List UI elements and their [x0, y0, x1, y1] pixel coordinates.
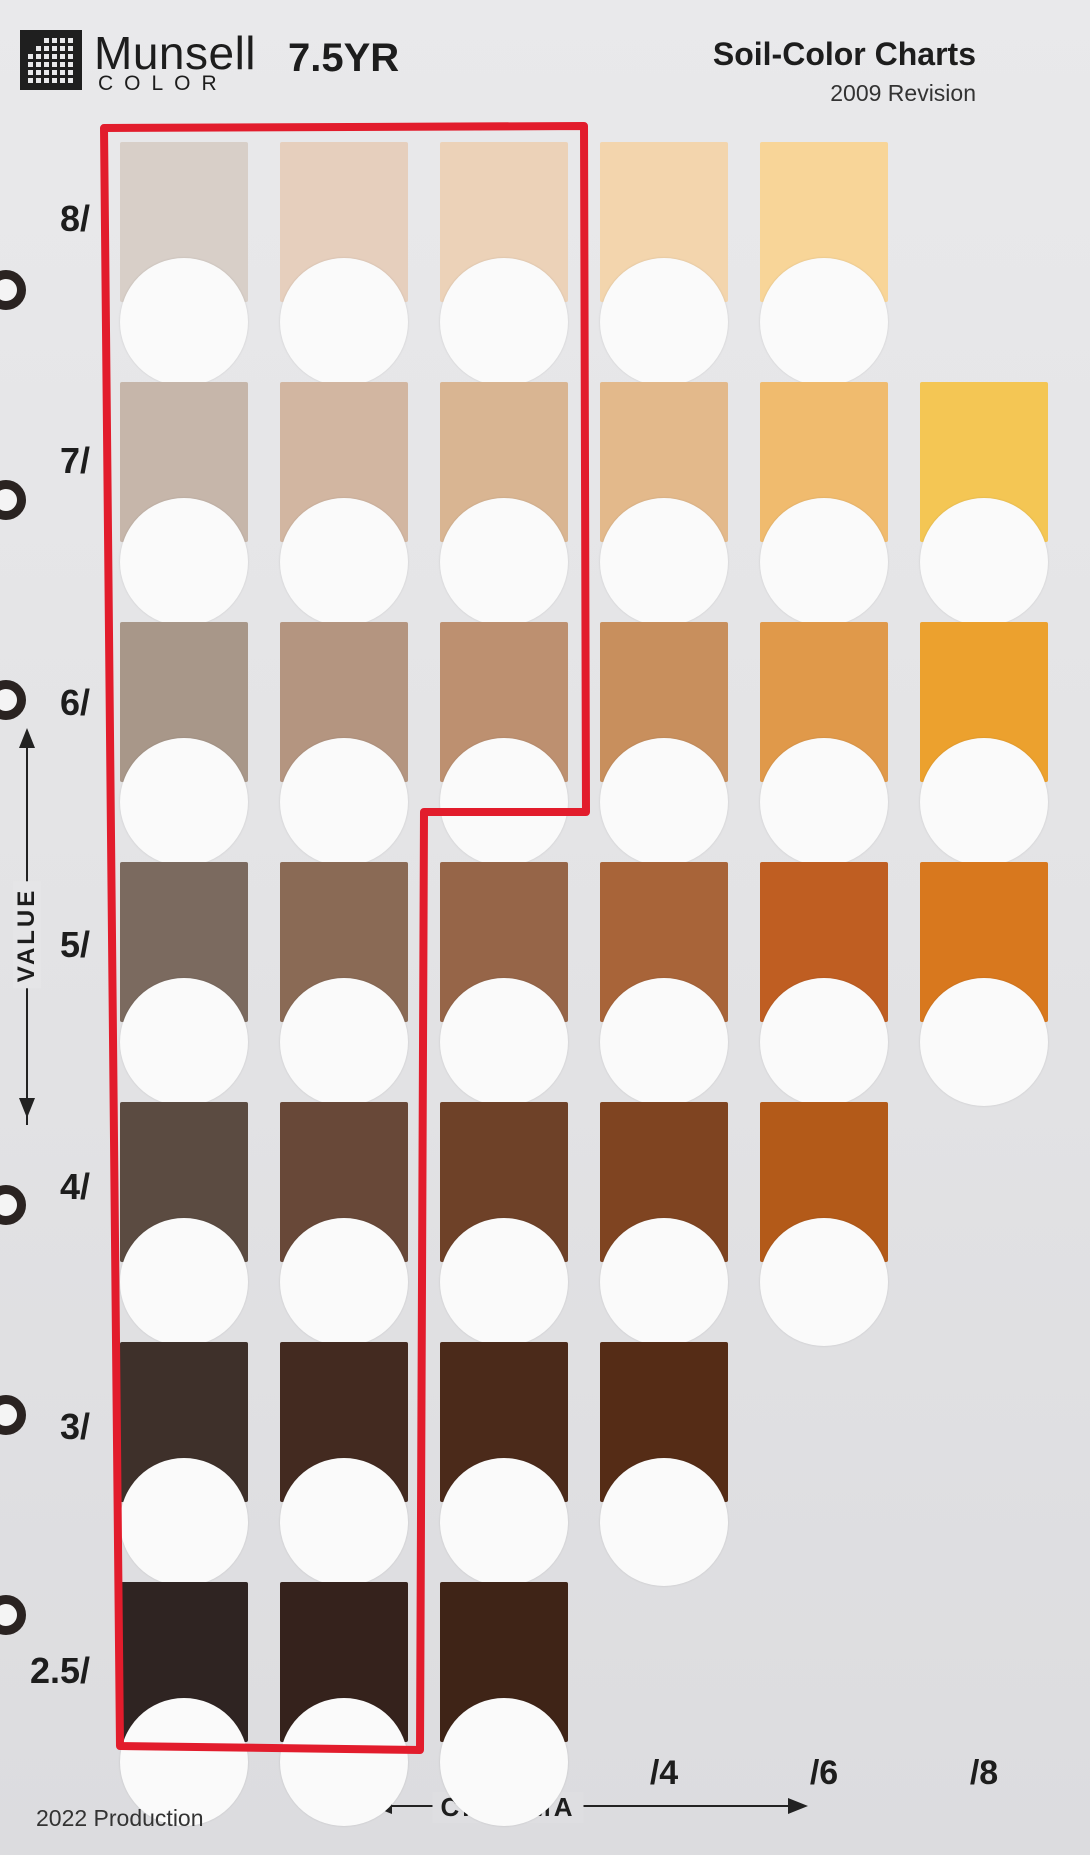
viewing-hole	[760, 1218, 888, 1346]
value-label: 7/	[59, 440, 90, 481]
viewing-hole	[920, 978, 1048, 1106]
viewing-hole	[920, 738, 1048, 866]
viewing-hole	[600, 1218, 728, 1346]
viewing-hole	[280, 498, 408, 626]
viewing-hole	[120, 978, 248, 1106]
viewing-hole	[120, 498, 248, 626]
value-label: 4/	[59, 1166, 90, 1207]
production-note: 2022 Production	[36, 1805, 204, 1831]
viewing-hole	[120, 1458, 248, 1586]
hue-page-label: 7.5YR	[288, 36, 400, 80]
viewing-hole	[120, 1218, 248, 1346]
revision-label: 2009 Revision	[830, 80, 976, 106]
viewing-hole	[600, 1458, 728, 1586]
viewing-hole	[600, 738, 728, 866]
viewing-hole	[600, 978, 728, 1106]
value-label: 3/	[59, 1406, 90, 1447]
brand-subtitle: COLOR	[98, 72, 228, 95]
value-label: 2.5/	[29, 1650, 90, 1691]
viewing-hole	[280, 1218, 408, 1346]
chroma-label: /4	[649, 1754, 679, 1792]
binder-ring-icon	[0, 480, 26, 520]
viewing-hole	[280, 978, 408, 1106]
value-label: 8/	[59, 198, 90, 239]
binder-rings	[0, 0, 60, 1855]
viewing-hole	[120, 738, 248, 866]
viewing-hole	[440, 738, 568, 866]
viewing-hole	[760, 978, 888, 1106]
value-axis-label: VALUE	[13, 881, 41, 989]
chroma-label: /6	[809, 1754, 839, 1792]
munsell-logo-icon	[20, 30, 82, 90]
value-label: 5/	[59, 924, 90, 965]
viewing-hole	[440, 498, 568, 626]
viewing-hole	[760, 738, 888, 866]
viewing-hole	[280, 258, 408, 386]
viewing-hole	[440, 258, 568, 386]
viewing-hole	[440, 978, 568, 1106]
viewing-hole	[440, 1458, 568, 1586]
chroma-label: /8	[969, 1754, 999, 1792]
viewing-hole	[280, 1698, 408, 1826]
viewing-hole	[760, 498, 888, 626]
viewing-hole	[120, 258, 248, 386]
viewing-hole	[920, 498, 1048, 626]
viewing-hole	[760, 258, 888, 386]
viewing-hole	[600, 258, 728, 386]
viewing-hole	[600, 498, 728, 626]
viewing-hole	[440, 1218, 568, 1346]
page-title: Soil-Color Charts	[712, 36, 976, 72]
value-label: 6/	[59, 682, 90, 723]
viewing-hole	[440, 1698, 568, 1826]
viewing-hole	[280, 1458, 408, 1586]
binder-ring-icon	[0, 270, 26, 310]
brand-name: Munsell	[94, 27, 257, 79]
viewing-hole	[280, 738, 408, 866]
